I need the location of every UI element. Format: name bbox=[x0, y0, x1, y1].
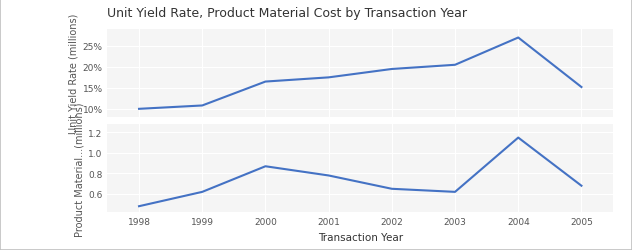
X-axis label: Transaction Year: Transaction Year bbox=[318, 232, 403, 242]
Text: Unit Yield Rate, Product Material Cost by Transaction Year: Unit Yield Rate, Product Material Cost b… bbox=[107, 7, 468, 20]
Y-axis label: Product Material...(millions): Product Material...(millions) bbox=[74, 102, 84, 235]
Y-axis label: Unit Yield Rate (millions): Unit Yield Rate (millions) bbox=[68, 14, 78, 134]
